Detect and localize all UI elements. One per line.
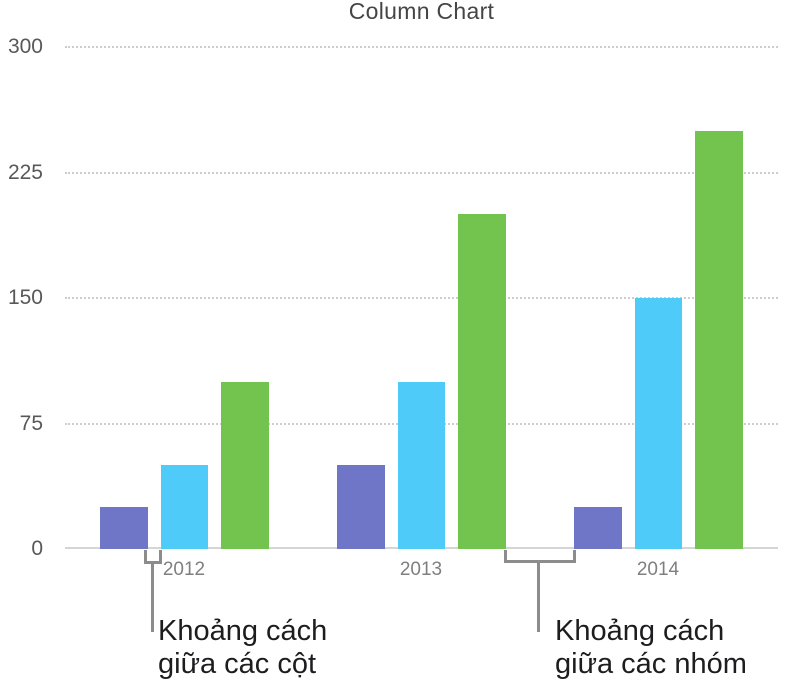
group-gap-annotation: Khoảng cách giữa các nhóm — [555, 615, 747, 681]
gridline-225 — [65, 171, 778, 174]
gridline-300 — [65, 46, 778, 48]
y-axis-tick-label: 75 — [19, 411, 43, 435]
bar-series-blue-2013 — [397, 381, 445, 549]
bar-series-purple-2014 — [574, 507, 622, 549]
column-gap-callout-line — [151, 562, 154, 632]
group-gap-callout-line — [537, 561, 540, 632]
y-axis-tick-label: 150 — [7, 286, 43, 309]
chart-title: Column Chart — [348, 0, 495, 24]
y-axis-tick-label: 300 — [7, 35, 43, 58]
bar-series-blue-2012 — [160, 465, 208, 549]
y-axis-tick-label: 0 — [31, 537, 43, 560]
bar-series-blue-2014 — [634, 298, 682, 549]
bar-series-purple-2012 — [100, 507, 148, 549]
annotation-line: Khoảng cách — [158, 615, 328, 647]
bar-series-green-2012 — [221, 381, 269, 549]
bar-series-green-2013 — [458, 214, 506, 549]
bar-series-green-2014 — [695, 130, 743, 549]
annotation-line: Khoảng cách — [555, 615, 725, 647]
x-axis-category-label: 2013 — [399, 559, 443, 580]
group-gap-bracket — [504, 550, 576, 563]
gridline-150 — [65, 297, 778, 299]
annotation-line: giữa các cột — [158, 648, 317, 680]
column-gap-annotation: Khoảng cách giữa các cột — [158, 615, 327, 681]
annotation-line: giữa các nhóm — [555, 648, 747, 680]
bar-series-purple-2013 — [337, 465, 385, 549]
x-axis-category-label: 2014 — [636, 559, 680, 580]
x-axis-category-label: 2012 — [162, 559, 206, 580]
y-axis-tick-label: 225 — [7, 160, 43, 184]
